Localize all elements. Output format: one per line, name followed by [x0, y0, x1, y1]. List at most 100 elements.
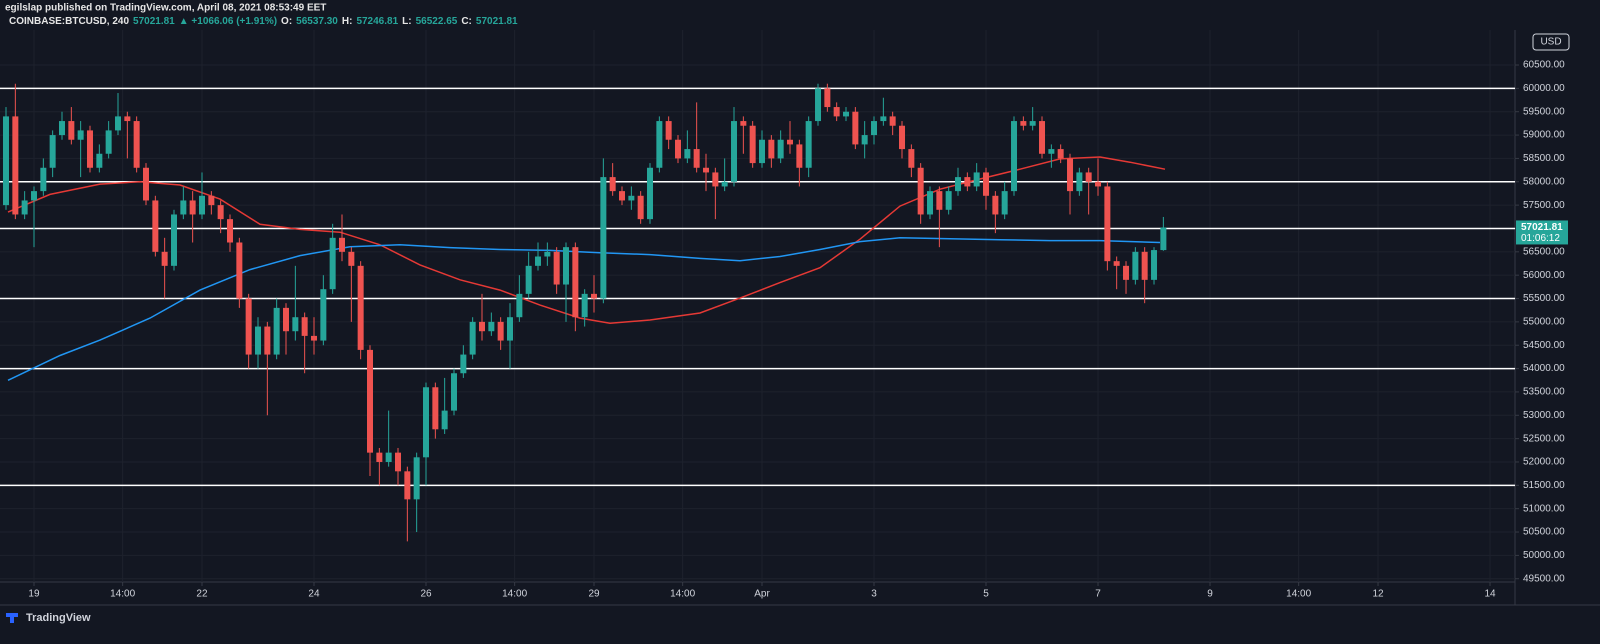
candle-body: [1001, 191, 1008, 215]
x-tick-label: 29: [588, 589, 600, 600]
candle-body: [572, 247, 579, 318]
candle-body: [124, 116, 131, 122]
candle-body: [1095, 181, 1102, 187]
x-tick-label: 14: [1484, 589, 1496, 600]
candle-body: [777, 139, 784, 159]
y-tick-label: 54500.00: [1523, 340, 1565, 351]
candle-body: [1104, 186, 1111, 262]
candle-body: [787, 139, 794, 145]
candle-body: [49, 135, 56, 168]
candle-body: [955, 177, 962, 192]
y-tick-label: 52000.00: [1523, 457, 1565, 468]
candle-body: [86, 130, 93, 168]
candle-body: [759, 139, 766, 164]
y-tick-label: 54000.00: [1523, 363, 1565, 374]
candle-body: [1113, 261, 1120, 266]
candle-body: [68, 121, 75, 140]
candle-body: [600, 177, 607, 299]
candle-body: [161, 251, 168, 266]
plot: [0, 30, 1515, 582]
candle-body: [656, 121, 663, 168]
x-tick-label: 5: [983, 589, 989, 600]
candle-body: [1132, 251, 1139, 280]
x-tick-label: 7: [1095, 589, 1101, 600]
y-tick-label: 55000.00: [1523, 317, 1565, 328]
x-tick-label: 14:00: [502, 589, 527, 600]
x-tick-label: 9: [1207, 589, 1213, 600]
candle-body: [749, 125, 756, 164]
candle-body: [488, 321, 495, 332]
last-price: 57021.81: [133, 16, 175, 27]
candle-body: [189, 200, 196, 215]
y-tick-label: 60000.00: [1523, 83, 1565, 94]
candle-body: [77, 130, 84, 140]
candle-body: [675, 139, 682, 159]
y-tick-label: 52500.00: [1523, 433, 1565, 444]
x-tick-label: 14:00: [110, 589, 135, 600]
candle-body: [833, 107, 840, 117]
candle-body: [1048, 149, 1055, 154]
candle-body: [871, 121, 878, 136]
candle-body: [1160, 227, 1167, 251]
y-tick-label: 58500.00: [1523, 153, 1565, 164]
candle-body: [208, 195, 215, 206]
candle-body: [497, 321, 504, 341]
currency-badge: [1532, 33, 1570, 51]
candle-body: [628, 195, 635, 201]
candle-body: [348, 251, 355, 266]
candle-body: [301, 317, 308, 336]
x-tick-label: 19: [28, 589, 40, 600]
candle-body: [768, 139, 775, 159]
candle-body: [217, 205, 224, 220]
candle-body: [535, 256, 542, 266]
candle-body: [133, 121, 140, 168]
candle-body: [609, 177, 616, 192]
moving-average: [7, 237, 1161, 381]
candle-body: [366, 349, 373, 453]
y-tick-label: 56500.00: [1523, 246, 1565, 257]
y-tick-label: 59500.00: [1523, 106, 1565, 117]
x-tick-label: 3: [871, 589, 877, 600]
candle-body: [619, 191, 626, 201]
candle-body: [843, 111, 850, 117]
candle-body: [236, 242, 243, 299]
candle-body: [320, 289, 327, 341]
candle-body: [647, 167, 654, 220]
candle-body: [507, 317, 514, 341]
x-tick-label: 14:00: [670, 589, 695, 600]
y-tick-label: 60500.00: [1523, 60, 1565, 71]
candle-body: [1011, 121, 1018, 192]
candle-body: [516, 293, 523, 318]
candle-body: [198, 195, 205, 215]
candle-body: [964, 177, 971, 187]
candle-body: [254, 326, 261, 355]
y-tick-label: 53000.00: [1523, 410, 1565, 421]
ohlc-value: 56522.65: [416, 16, 458, 27]
candle-body: [245, 298, 252, 355]
symbol-row: COINBASE:BTCUSD, 240 57021.81 ▲ +1066.06 (…: [9, 16, 518, 27]
candle-body: [469, 321, 476, 355]
candle-body: [1039, 121, 1046, 154]
candle-body: [21, 200, 28, 215]
ohlc-value: 56537.30: [296, 16, 338, 27]
change: ▲ +1066.06 (+1.91%): [179, 16, 277, 27]
candle-body: [105, 130, 112, 154]
candle-body: [637, 195, 644, 220]
candle-body: [282, 307, 289, 332]
candle-body: [395, 452, 402, 472]
ohlc-label: H:: [342, 16, 353, 27]
candle-body: [721, 181, 728, 187]
x-tick-label: 24: [308, 589, 320, 600]
candle-body: [310, 335, 317, 341]
ohlc-label: C:: [461, 16, 472, 27]
candle-body: [142, 167, 149, 201]
candle-body: [30, 191, 37, 201]
candle-body: [805, 121, 812, 168]
candle-body: [479, 321, 486, 332]
currency: USD: [1540, 37, 1561, 48]
price-label: 57021.81: [1521, 222, 1563, 233]
y-tick-label: 59000.00: [1523, 130, 1565, 141]
candle-body: [451, 373, 458, 411]
symbol: COINBASE:BTCUSD, 240: [9, 16, 129, 27]
candle-body: [591, 293, 598, 299]
